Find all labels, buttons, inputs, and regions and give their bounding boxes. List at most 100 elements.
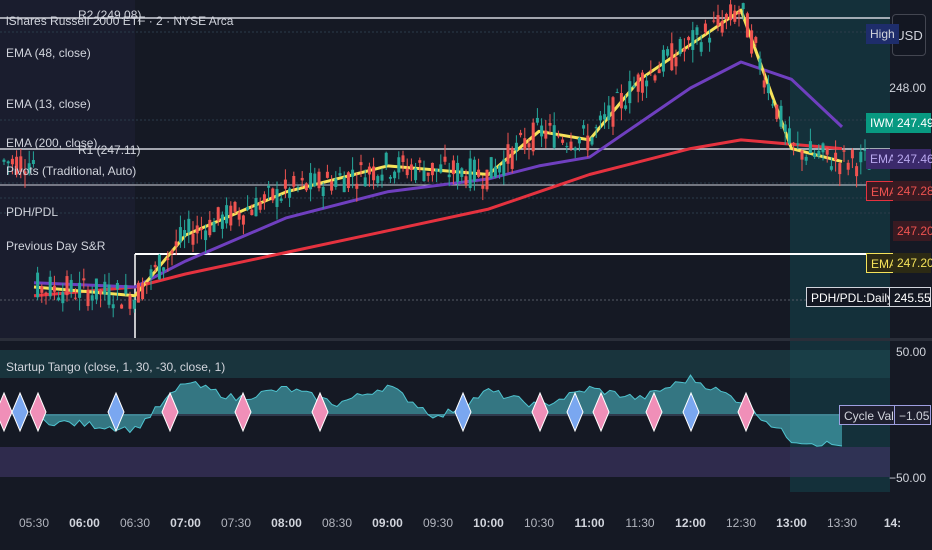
- osc-tick-bottom: −50.00: [888, 471, 926, 485]
- candle-body: [695, 27, 699, 35]
- candle-body: [380, 174, 384, 181]
- ema-line-200: [33, 138, 843, 298]
- candle-body: [292, 175, 296, 187]
- time-tick: 08:00: [271, 516, 302, 530]
- candle-body: [775, 104, 779, 120]
- signal-diamond-blue: [566, 391, 584, 433]
- candle-body: [241, 215, 245, 225]
- legend-pivots[interactable]: Pivots (Traditional, Auto): [6, 164, 137, 178]
- candle-body: [611, 97, 615, 127]
- legend-ema13[interactable]: EMA (13, close): [6, 97, 91, 111]
- candle-body: [141, 282, 145, 300]
- candle-body: [729, 4, 733, 21]
- legend-ema48[interactable]: EMA (48, close): [6, 46, 91, 60]
- candle-body: [804, 156, 808, 161]
- candle-body: [296, 186, 300, 188]
- red-price-2: 247.20: [893, 221, 932, 241]
- candle-body: [90, 295, 94, 301]
- candle-body: [225, 205, 229, 224]
- candle-body: [737, 11, 741, 15]
- candle-body: [733, 10, 737, 22]
- candle-body: [838, 163, 842, 175]
- candle-body: [317, 171, 321, 189]
- candle-body: [250, 209, 254, 216]
- candle-body: [288, 188, 292, 198]
- candle-body: [65, 276, 69, 296]
- candle-body: [477, 169, 481, 177]
- candle-body: [178, 227, 182, 243]
- candle-body: [674, 57, 678, 67]
- candle-body: [31, 160, 35, 164]
- candle-body: [460, 168, 464, 177]
- candle-body: [787, 128, 791, 144]
- signal-diamond-pink: [29, 391, 47, 433]
- candle-body: [582, 125, 586, 129]
- candle-body: [472, 159, 476, 182]
- candle-body: [233, 201, 237, 212]
- candle-body: [565, 146, 569, 148]
- candle-body: [569, 141, 573, 149]
- candle-body: [325, 171, 329, 178]
- candle-body: [86, 289, 90, 307]
- legend-prevday[interactable]: Previous Day S&R: [6, 239, 106, 253]
- candle-body: [708, 37, 712, 43]
- candle-body: [174, 241, 178, 247]
- candle-body: [149, 269, 153, 278]
- time-tick: 11:30: [625, 516, 655, 530]
- ema48-tag: EMA: [866, 149, 901, 169]
- candle-body: [724, 13, 728, 20]
- candle-body: [78, 282, 82, 298]
- time-tick: 10:00: [473, 516, 504, 530]
- time-tick: 08:30: [321, 516, 353, 530]
- candle-body: [199, 228, 203, 230]
- candle-body: [2, 159, 6, 162]
- candle-body: [435, 168, 439, 172]
- signal-diamond-pink: [737, 391, 755, 433]
- candle-body: [44, 292, 48, 294]
- candle-body: [355, 183, 359, 189]
- candle-body: [283, 179, 287, 189]
- time-tick: 07:30: [220, 516, 252, 530]
- candle-body: [540, 125, 544, 137]
- candle-body: [859, 151, 863, 163]
- candle-body: [808, 141, 812, 154]
- iwm-price: 247.49: [893, 113, 932, 133]
- candle-body: [712, 20, 716, 22]
- candle-body: [6, 161, 10, 164]
- osc-tick-top: 50.00: [895, 345, 926, 359]
- signal-diamond-blue: [107, 391, 125, 433]
- time-tick: 14:: [883, 516, 902, 530]
- candle-body: [195, 225, 199, 234]
- candle-body: [615, 92, 619, 94]
- candle-body: [246, 206, 250, 210]
- signal-diamond-pink: [645, 391, 663, 433]
- candle-body: [598, 115, 602, 121]
- candle-body: [351, 169, 355, 177]
- candle-body: [304, 183, 308, 191]
- candle-body: [846, 162, 850, 170]
- symbol-title[interactable]: iShares Russell 2000 ETF · 2 · NYSE Arca: [6, 14, 234, 28]
- candle-body: [586, 135, 590, 151]
- candle-body: [414, 168, 418, 181]
- signal-diamond-blue: [682, 391, 700, 433]
- signal-diamond-pink: [234, 391, 252, 433]
- signal-diamond-pink: [311, 391, 329, 433]
- pdh-price: 245.55: [889, 287, 931, 307]
- high-tag: High: [866, 24, 899, 44]
- signal-diamond-pink: [592, 391, 610, 433]
- candle-body: [313, 173, 317, 187]
- indicator-legend[interactable]: Startup Tango (close, 1, 30, -30, close,…: [6, 360, 226, 374]
- ema13-price: 247.20: [893, 253, 932, 273]
- candle-body: [397, 157, 401, 173]
- candle-body: [388, 176, 392, 179]
- ema48-price: 247.46: [893, 149, 932, 169]
- legend-pdhpdl[interactable]: PDH/PDL: [6, 205, 59, 219]
- signal-diamond-blue: [11, 391, 29, 433]
- time-tick: 13:30: [826, 516, 858, 530]
- time-tick: 05:30: [18, 516, 50, 530]
- legend-ema200[interactable]: EMA (200, close): [6, 136, 98, 150]
- candle-body: [552, 125, 556, 148]
- candle-body: [531, 122, 535, 152]
- candle-body: [447, 174, 451, 178]
